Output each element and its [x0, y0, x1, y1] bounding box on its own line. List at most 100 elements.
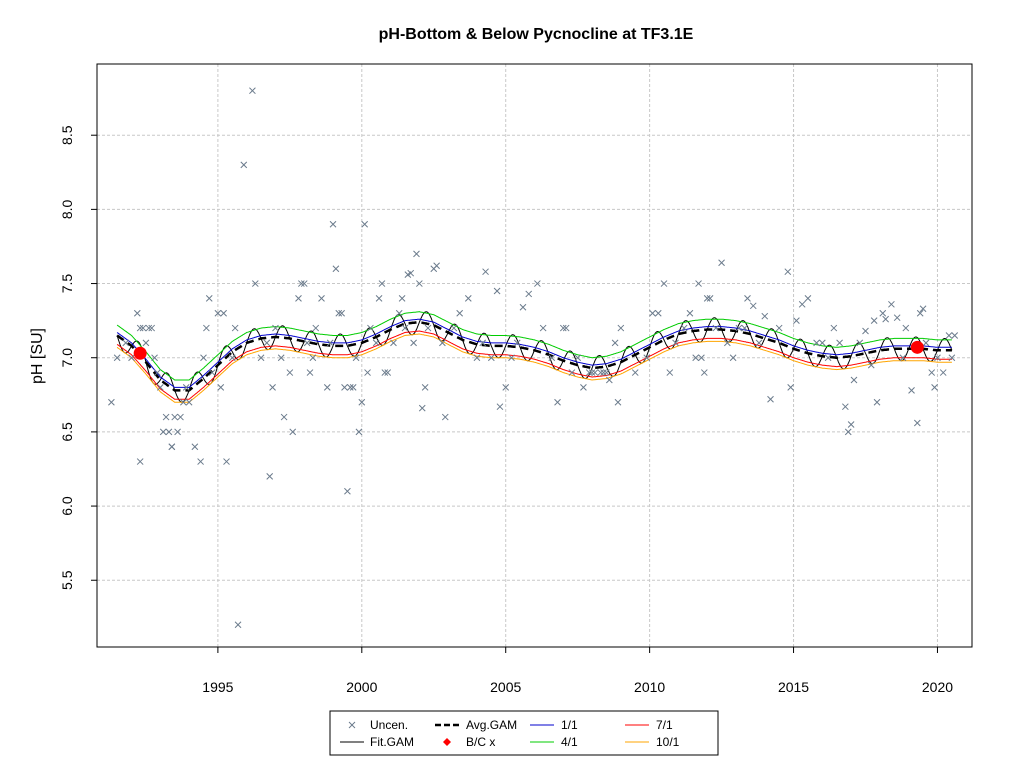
y-tick-label: 5.5	[59, 570, 75, 590]
uncen-point	[856, 339, 864, 347]
uncen-point	[741, 324, 748, 332]
x-tick-label: 2015	[778, 679, 809, 695]
uncen-point	[349, 384, 357, 391]
uncen-point	[421, 384, 429, 391]
legend: Uncen. Fit.GAM Avg.GAM B/C x 1/1 4/1 7/1 10/1	[329, 710, 719, 756]
uncen-point	[171, 413, 179, 421]
uncen-point	[375, 295, 383, 302]
uncen-point	[605, 376, 613, 384]
uncen-point	[139, 324, 147, 332]
plot-frame	[96, 63, 973, 648]
legend-item: 10/1	[625, 735, 680, 749]
uncen-point	[614, 398, 622, 406]
uncen-point	[133, 309, 141, 317]
uncen-point	[919, 305, 927, 313]
uncen-point	[867, 361, 875, 369]
y-axis-label: pH [SU]	[29, 328, 46, 384]
uncen-point	[870, 317, 878, 324]
uncen-point	[591, 369, 599, 376]
uncen-point	[519, 303, 527, 311]
uncen-point	[603, 369, 610, 376]
uncen-point	[493, 287, 501, 295]
uncen-point	[611, 339, 619, 347]
uncen-point	[205, 295, 213, 302]
uncen-point	[151, 354, 158, 362]
x-tick-label: 2010	[634, 679, 665, 695]
uncen-point	[240, 161, 248, 169]
uncen-point	[718, 259, 725, 267]
uncen-point	[128, 354, 135, 362]
x-tick-label: 2020	[922, 679, 953, 695]
uncen-point	[303, 339, 311, 347]
uncen-point	[508, 354, 515, 362]
uncen-point	[197, 458, 204, 465]
uncen-point	[341, 384, 348, 391]
uncen-point	[154, 369, 161, 376]
uncen-point	[597, 369, 605, 376]
x-tick-label: 2005	[490, 679, 521, 695]
legend-item: Uncen.	[348, 718, 408, 732]
uncen-point	[844, 428, 852, 436]
line-1-1	[116, 318, 952, 388]
uncen-point	[326, 339, 334, 347]
uncen-point	[842, 403, 849, 411]
uncen-point	[280, 413, 288, 421]
uncen-point	[660, 280, 668, 287]
line-7-1	[116, 330, 952, 400]
uncen-point	[643, 354, 651, 362]
uncen-point	[700, 369, 708, 376]
uncen-point	[649, 309, 656, 317]
uncen-point	[231, 324, 239, 332]
uncen-point	[487, 354, 495, 362]
uncen-point	[441, 413, 449, 421]
uncen-point	[916, 309, 924, 317]
uncen-point	[534, 280, 541, 287]
uncen-point	[177, 413, 184, 421]
uncen-point	[882, 315, 890, 323]
y-tick-label: 8.5	[59, 125, 75, 145]
uncen-point	[200, 354, 207, 362]
uncen-point	[228, 354, 236, 362]
uncen-point	[945, 332, 953, 339]
uncen-point	[813, 339, 820, 347]
uncen-point	[775, 324, 783, 332]
uncen-point	[401, 324, 409, 332]
uncen-point	[755, 339, 763, 347]
x-axis: 1995 2000 2005 2010 2015 2020	[202, 647, 953, 695]
legend-label: 4/1	[561, 735, 578, 749]
uncen-point	[749, 302, 757, 310]
uncen-point	[358, 398, 366, 406]
uncen-point	[482, 268, 489, 276]
y-tick-label: 6.5	[59, 422, 75, 442]
uncen-point	[908, 387, 915, 394]
uncen-point	[617, 324, 625, 332]
uncen-point	[142, 339, 150, 347]
legend-label: 10/1	[656, 735, 680, 749]
uncen-point	[289, 428, 297, 436]
uncen-point	[329, 220, 337, 228]
uncen-point	[464, 295, 472, 302]
uncen-point	[272, 324, 279, 332]
uncen-point	[836, 339, 843, 347]
avg-gam-line	[116, 320, 952, 392]
uncen-point	[706, 295, 714, 302]
uncen-point	[698, 354, 705, 362]
uncen-point	[312, 324, 320, 332]
y-axis: 5.5 6.0 6.5 7.0 7.5 8.0 8.5	[59, 125, 97, 590]
uncen-point	[266, 473, 274, 480]
uncen-point	[217, 384, 225, 391]
uncen-point	[251, 280, 259, 287]
legend-item: Fit.GAM	[340, 735, 414, 749]
x-tick-label: 1995	[202, 679, 233, 695]
uncen-point	[902, 324, 910, 332]
uncen-point	[824, 354, 832, 362]
uncen-point	[686, 309, 694, 317]
uncen-point	[793, 317, 800, 324]
uncen-point	[600, 369, 607, 376]
uncen-point	[850, 376, 858, 384]
legend-item: 1/1	[530, 718, 578, 732]
uncen-point	[390, 339, 397, 347]
uncen-point	[680, 324, 688, 332]
uncen-point	[335, 309, 343, 317]
uncen-point	[913, 419, 921, 427]
